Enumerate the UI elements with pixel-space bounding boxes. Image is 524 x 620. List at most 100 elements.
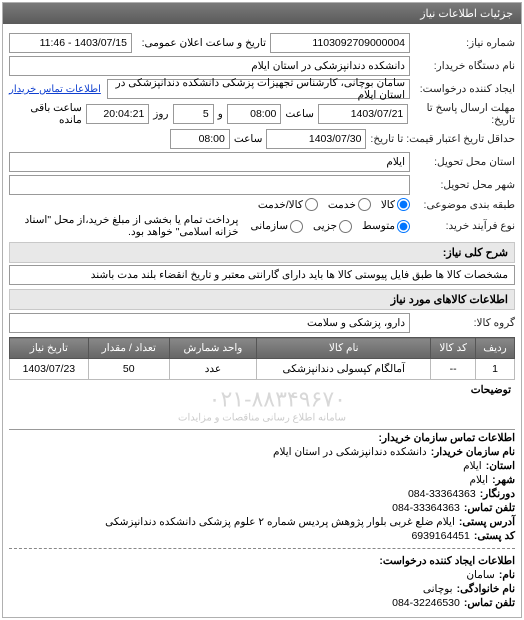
contact-line-label: تلفن تماس: (464, 502, 515, 514)
contact-creator-lines: نام: سامان نام خانوادگی: بوچانی تلفن تماس: 32… (9, 569, 515, 609)
contact-creator-panel: اطلاعات ایجاد کننده درخواست: نام:ساماننا… (9, 555, 515, 609)
table-cell: عدد (169, 359, 256, 380)
contact-line: نام خانوادگی: بوچانی (9, 583, 515, 595)
contact-line-label: نام: (499, 569, 515, 581)
radio-minor[interactable]: جزیی (313, 220, 352, 233)
day-label: روز (153, 108, 168, 120)
contact-line: کد پستی: 6939164451 (9, 530, 515, 542)
contact-line: نام سازمان خریدار: دانشکده دندانپزشکی در … (9, 446, 515, 458)
contact-line-value: دانشکده دندانپزشکی در استان ایلام (273, 446, 427, 458)
table-body: 1--آمالگام کپسولی دندانپزشکیعدد501403/07… (10, 359, 515, 380)
radio-service[interactable]: خدمت (328, 198, 371, 211)
radio-label-minor: جزیی (313, 220, 337, 232)
radio-label-goods: کالا (381, 199, 395, 211)
request-creator-label: ایجاد کننده درخواست: (410, 83, 515, 95)
radio-input-both[interactable] (305, 198, 318, 211)
category-radio-group: کالا خدمت کالا/خدمت (250, 198, 410, 211)
table-cell: -- (431, 359, 476, 380)
days-remaining: 5 (173, 104, 214, 124)
contact-line-value: 6939164451 (411, 530, 469, 542)
contact-line: تلفن تماس: 32246530-084 (9, 597, 515, 609)
table-header: تعداد / مقدار (88, 338, 169, 359)
table-header: کد کالا (431, 338, 476, 359)
contact-line: تلفن تماس: 33364363-084 (9, 502, 515, 514)
radio-label-org: سازمانی (250, 220, 288, 232)
table-header: تاریخ نیاز (10, 338, 89, 359)
watermark-sub: سامانه اطلاع رسانی مناقصات و مزایدات (178, 412, 346, 423)
row-response-deadline: مهلت ارسال پاسخ تا تاریخ: 1403/07/21 ساع… (9, 102, 515, 126)
radio-label-service: خدمت (328, 199, 356, 211)
remaining-time-label: ساعت باقی مانده (13, 102, 82, 126)
separator (9, 548, 515, 549)
need-key-label: شرح کلی نیاز: (9, 242, 515, 263)
radio-input-org[interactable] (290, 220, 303, 233)
goods-info-title: اطلاعات کالاهای مورد نیاز (9, 289, 515, 310)
contact-line-value: ایلام (469, 474, 488, 486)
contact-line-label: تلفن تماس: (464, 597, 515, 609)
contact-line-label: نام سازمان خریدار: (431, 446, 515, 458)
purchase-type-label: نوع فرآیند خرید: (410, 220, 515, 232)
radio-input-goods[interactable] (397, 198, 410, 211)
contact-line: آدرس پستی: ایلام ضلع غربی بلوار پژوهش پرد… (9, 516, 515, 528)
need-number-value: 1103092709000004 (270, 33, 410, 53)
contact-line-value: 33364363-084 (408, 488, 476, 500)
buyer-device-value: دانشکده دندانپزشکی در استان ایلام (9, 56, 410, 76)
radio-medium[interactable]: متوسط (362, 220, 410, 233)
radio-input-service[interactable] (358, 198, 371, 211)
contact-line-value: ایلام (463, 460, 482, 472)
row-city: شهر محل تحویل: (9, 175, 515, 195)
contact-line-value: 33364363-084 (392, 502, 460, 514)
goods-group-value: دارو، پزشکی و سلامت (9, 313, 410, 333)
contact-line: دورنگار:33364363-084 (9, 488, 515, 500)
contact-line-label: کد پستی: (474, 530, 515, 542)
category-label: طبقه بندی موضوعی: (410, 199, 515, 211)
radio-both[interactable]: کالا/خدمت (258, 198, 318, 211)
contact-line-value: بوچانی (423, 583, 453, 595)
contact-line: نام: سامان (9, 569, 515, 581)
contact-line: شهر:ایلام (9, 474, 515, 486)
response-date: 1403/07/21 (318, 104, 408, 124)
row-province: استان محل تحویل: ایلام (9, 152, 515, 172)
panel-body: شماره نیاز: 1103092709000004 تاریخ و ساع… (3, 24, 521, 617)
and-label: و (218, 108, 223, 120)
table-cell: 1 (475, 359, 514, 380)
notes-area: توضیحات ۰۲۱-۸۸۳۴۹۶۷۰ سامانه اطلاع رسانی … (9, 380, 515, 430)
table-cell: 50 (88, 359, 169, 380)
response-deadline-label: مهلت ارسال پاسخ تا تاریخ: (408, 102, 515, 126)
table-cell: 1403/07/23 (10, 359, 89, 380)
row-goods-group: گروه کالا: دارو، پزشکی و سلامت (9, 313, 515, 333)
table-header: واحد شمارش (169, 338, 256, 359)
radio-label-medium: متوسط (362, 220, 395, 232)
radio-goods[interactable]: کالا (381, 198, 410, 211)
contact-line: استان: ایلام (9, 460, 515, 472)
notes-label: توضیحات (9, 380, 515, 400)
row-purchase-type: نوع فرآیند خرید: متوسط جزیی سازمانی پرداخت… (9, 214, 515, 238)
contact-line-label: نام خانوادگی: (457, 583, 515, 595)
buyer-contact-link[interactable]: اطلاعات تماس خریدار (9, 84, 101, 95)
row-validity-deadline: حداقل تاریخ اعتبار قیمت: تا تاریخ: 1403/… (9, 129, 515, 149)
goods-table: ردیفکد کالانام کالاواحد شمارشتعداد / مقد… (9, 337, 515, 380)
response-time: 08:00 (227, 104, 282, 124)
contact-line-label: آدرس پستی: (459, 516, 515, 528)
table-header: ردیف (475, 338, 514, 359)
city-value (9, 175, 410, 195)
contact-buyer-lines: نام سازمان خریدار: دانشکده دندانپزشکی در … (9, 446, 515, 542)
contact-line-label: استان: (486, 460, 515, 472)
radio-label-both: کالا/خدمت (258, 199, 303, 211)
purchase-radio-group: متوسط جزیی سازمانی (242, 220, 410, 233)
public-notice-value: 1403/07/15 - 11:46 (9, 33, 132, 53)
contact-line-value: 32246530-084 (392, 597, 460, 609)
city-label: شهر محل تحویل: (410, 179, 515, 191)
validity-deadline-label: حداقل تاریخ اعتبار قیمت: تا تاریخ: (366, 133, 515, 145)
radio-org[interactable]: سازمانی (250, 220, 303, 233)
contact-line-value: سامان (466, 569, 495, 581)
buyer-device-label: نام دستگاه خریدار: (410, 60, 515, 72)
need-key-text: مشخصات کالا ها طبق فایل پیوستی کالا ها ب… (9, 265, 515, 285)
radio-input-medium[interactable] (397, 220, 410, 233)
validity-date: 1403/07/30 (266, 129, 366, 149)
contact-buyer-panel: اطلاعات تماس سازمان خریدار: نام سازمان خ… (9, 432, 515, 542)
radio-input-minor[interactable] (339, 220, 352, 233)
contact-line-value: ایلام ضلع غربی بلوار پژوهش پردیس شماره ۲… (105, 516, 455, 528)
table-header: نام کالا (257, 338, 431, 359)
purchase-type-note: پرداخت تمام یا بخشی از مبلغ خرید،از محل … (13, 214, 238, 238)
